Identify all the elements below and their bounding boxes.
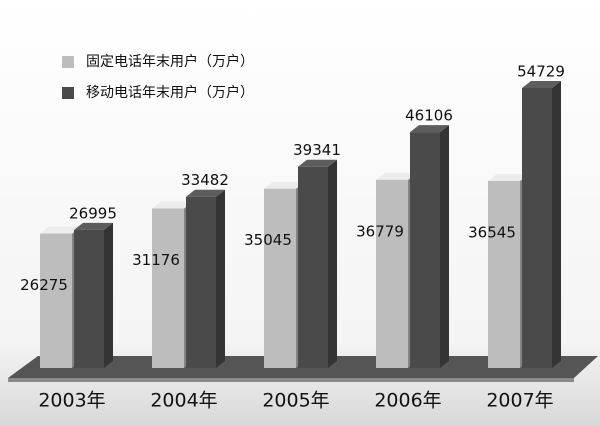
bar-top <box>186 189 225 197</box>
bar-top <box>152 201 193 209</box>
x-tick-label: 2003年 <box>38 390 105 412</box>
value-label: 36779 <box>356 222 404 240</box>
bar <box>186 196 216 368</box>
bar <box>40 233 72 368</box>
value-label: 26275 <box>20 276 68 294</box>
x-tick-label: 2004年 <box>150 390 217 412</box>
legend-label: 固定电话年末用户（万户） <box>86 53 254 70</box>
value-label: 54729 <box>517 63 565 81</box>
bar-side <box>440 125 449 369</box>
bar-top <box>264 181 305 189</box>
legend-swatch <box>62 56 74 68</box>
bar-top <box>410 125 449 133</box>
floor-edge <box>8 378 574 382</box>
bar-side <box>552 81 561 368</box>
bar <box>488 181 520 368</box>
bar <box>298 166 328 368</box>
bar-top <box>40 226 81 234</box>
legend-label: 移动电话年末用户（万户） <box>86 84 254 101</box>
bar <box>410 132 440 368</box>
value-label: 26995 <box>69 204 117 222</box>
bar-side <box>104 222 113 368</box>
bar-top <box>488 174 529 182</box>
x-tick-label: 2006年 <box>374 390 441 412</box>
value-label: 46106 <box>405 107 453 125</box>
x-tick-label: 2007年 <box>486 390 553 412</box>
bar-top <box>298 159 337 167</box>
bar <box>152 208 184 368</box>
bar <box>74 229 104 368</box>
bar-top <box>522 81 561 88</box>
x-tick-label: 2005年 <box>262 390 329 412</box>
bar-top <box>376 172 417 180</box>
bar-side <box>216 189 225 368</box>
value-label: 36545 <box>468 224 516 242</box>
value-label: 39341 <box>293 141 341 159</box>
bar <box>264 188 296 368</box>
legend-swatch <box>62 87 74 99</box>
bar-top <box>74 222 113 230</box>
value-label: 35045 <box>244 231 292 249</box>
bar-side <box>328 159 337 368</box>
value-label: 33482 <box>181 171 229 189</box>
bar <box>522 88 552 368</box>
bar <box>376 179 408 368</box>
value-label: 31176 <box>132 251 180 269</box>
